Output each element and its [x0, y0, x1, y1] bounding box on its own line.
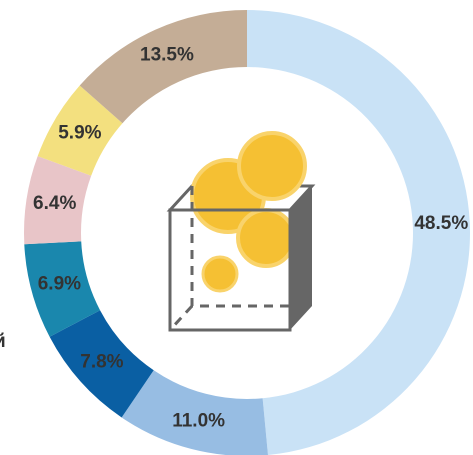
data-label: 5.9% [58, 122, 101, 143]
chart: й 48.5% 11.0% 7.8% 6.9% 6.4% 5.9% 13.5% [0, 0, 473, 455]
data-label: 7.8% [80, 352, 123, 373]
center-icon [170, 133, 312, 330]
data-label: 48.5% [414, 213, 468, 234]
donut-segment [80, 10, 247, 123]
cropped-text: й [0, 331, 6, 352]
data-label: 11.0% [172, 410, 225, 431]
data-label: 13.5% [140, 45, 194, 66]
data-label: 6.4% [33, 193, 76, 214]
data-label: 6.9% [38, 273, 81, 294]
